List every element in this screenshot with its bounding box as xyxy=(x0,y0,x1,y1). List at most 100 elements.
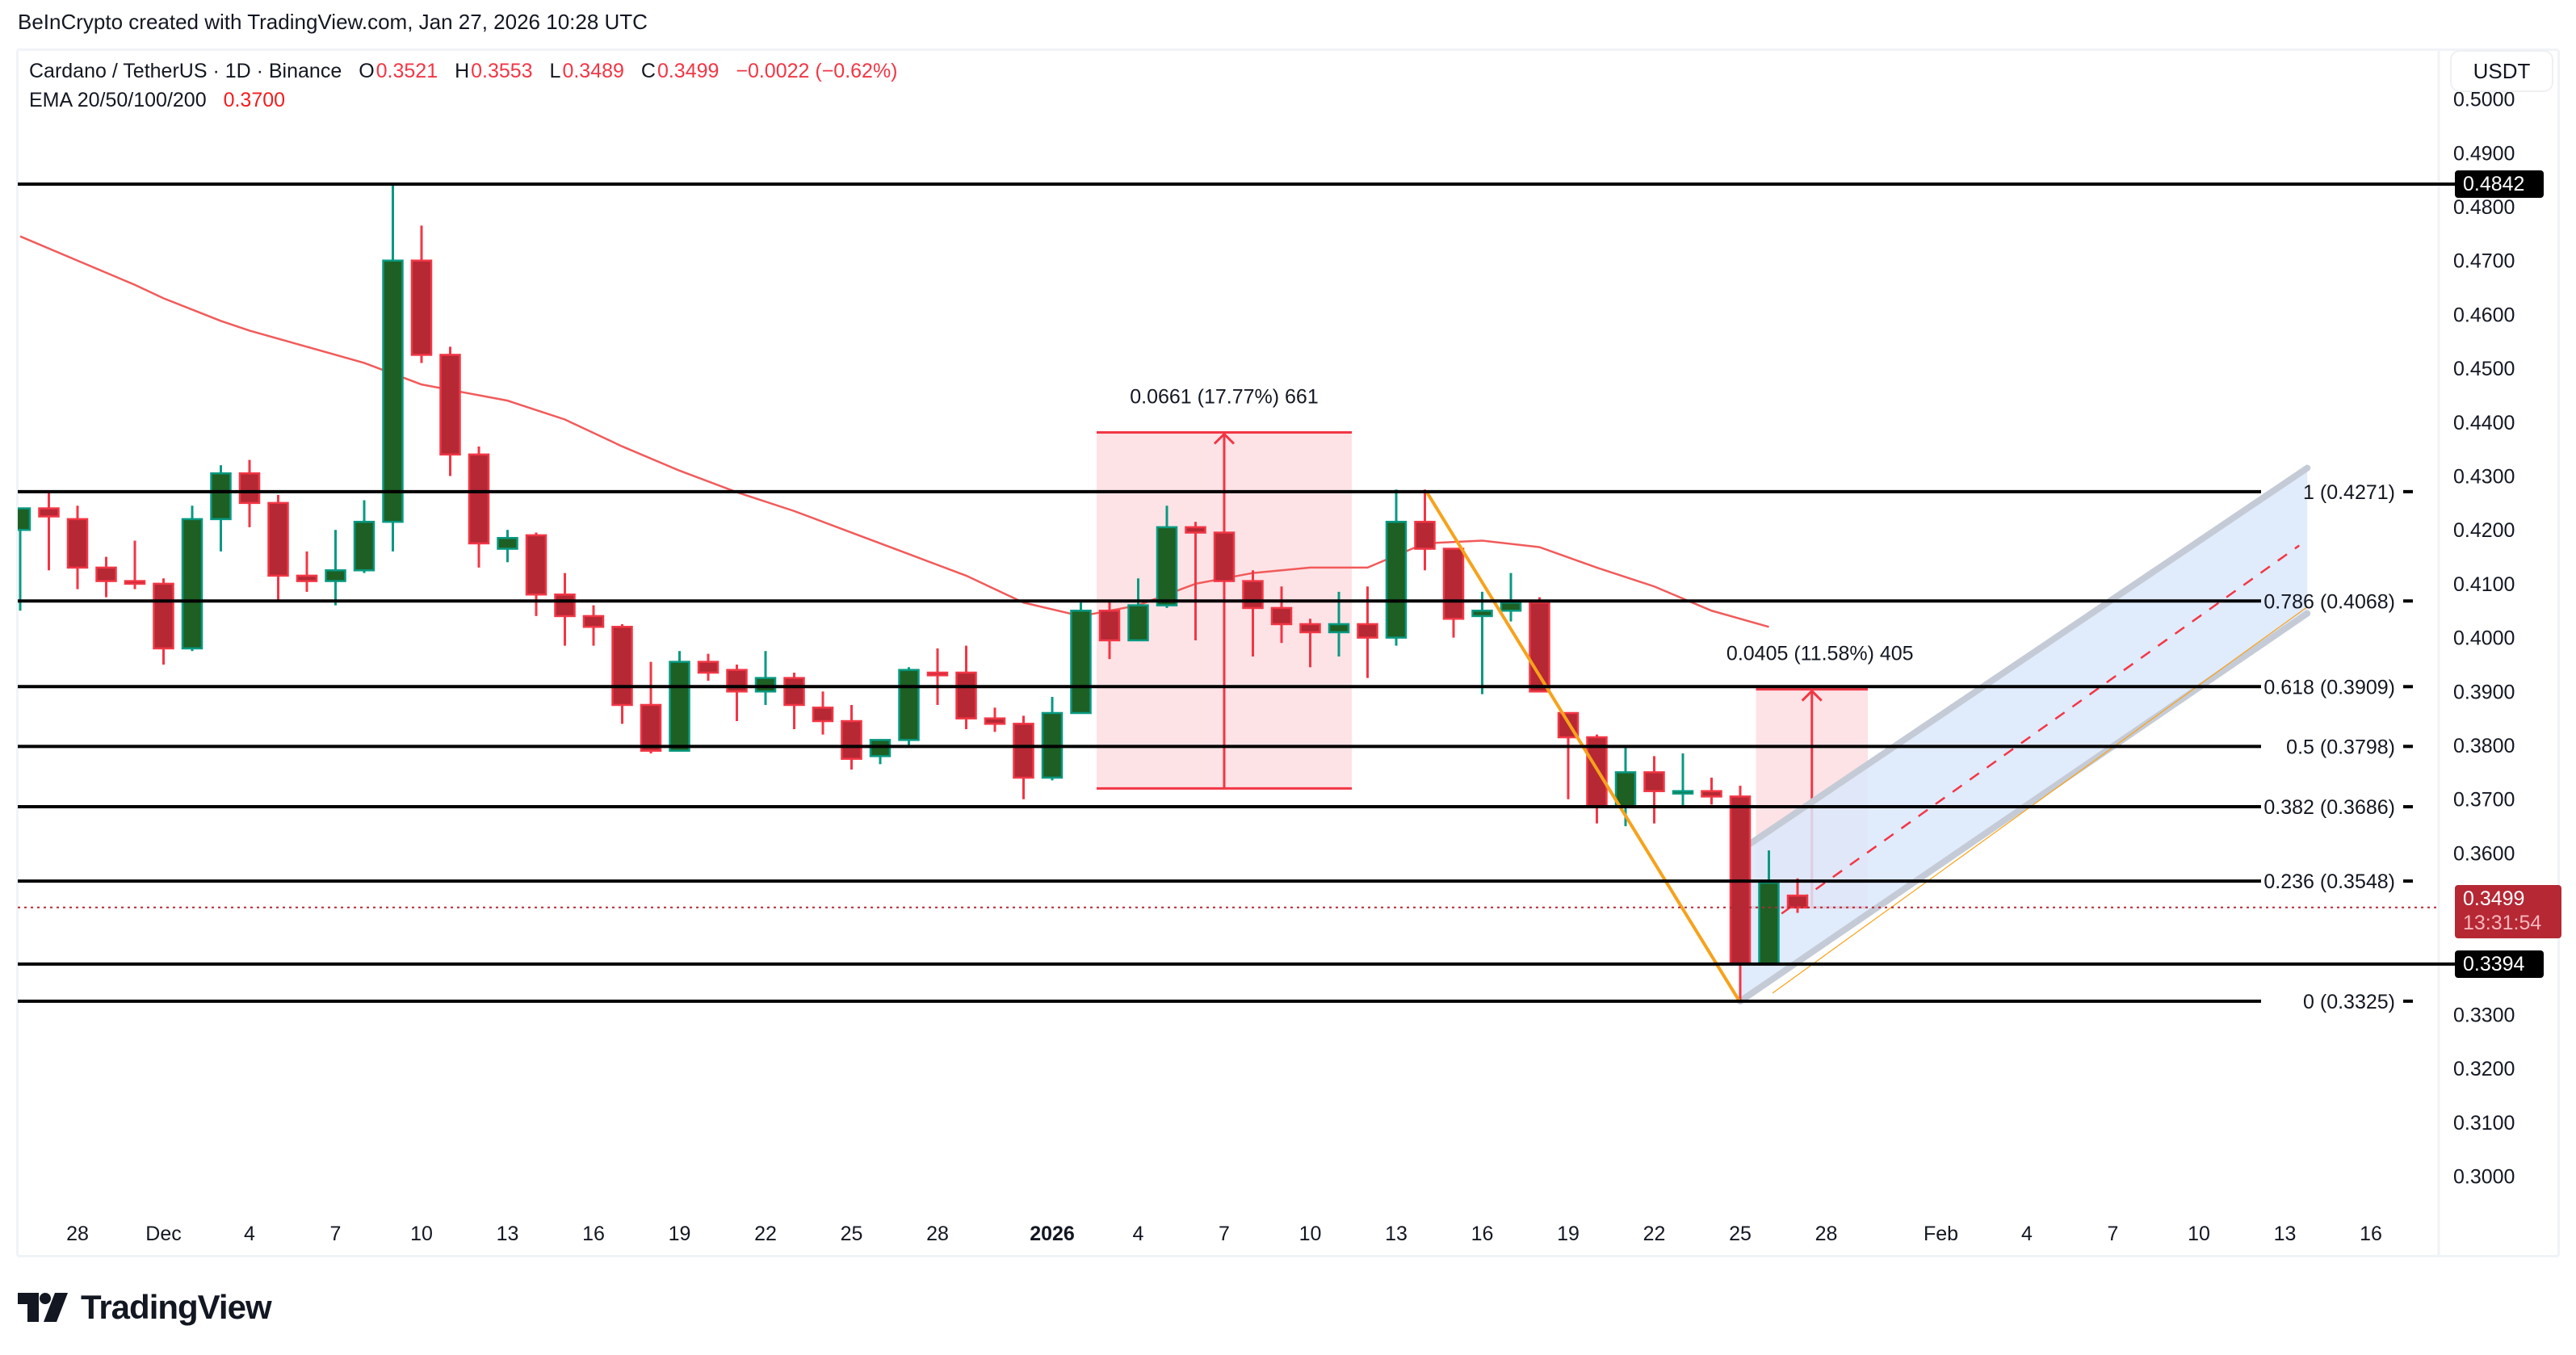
price-axis-tick: 0.4400 xyxy=(2453,412,2515,434)
currency-unit-button[interactable]: USDT xyxy=(2450,50,2553,92)
tradingview-logo-text: TradingView xyxy=(81,1288,272,1326)
open-label: O xyxy=(359,60,375,82)
candle-body xyxy=(153,582,174,650)
candle-body xyxy=(525,534,548,596)
candle[interactable] xyxy=(66,506,89,589)
candle[interactable] xyxy=(439,346,461,476)
candle[interactable] xyxy=(1299,619,1321,668)
ema-indicator-label[interactable]: EMA 20/50/100/200 xyxy=(29,89,207,111)
candle[interactable] xyxy=(10,507,31,611)
candle[interactable] xyxy=(640,661,662,754)
candle[interactable] xyxy=(697,653,720,681)
candle-body xyxy=(640,703,662,752)
candle[interactable] xyxy=(1098,599,1121,660)
candle[interactable] xyxy=(754,651,777,705)
candle-body xyxy=(812,707,834,723)
time-axis-label: 19 xyxy=(669,1223,691,1245)
candle[interactable] xyxy=(181,506,203,652)
candle[interactable] xyxy=(1013,715,1034,799)
candle[interactable] xyxy=(1328,591,1350,657)
tradingview-logo[interactable]: TradingView xyxy=(18,1288,272,1327)
fib-level-tick xyxy=(2403,599,2413,603)
candle[interactable] xyxy=(1643,756,1665,824)
candle[interactable] xyxy=(1270,586,1293,644)
candle[interactable] xyxy=(1242,570,1264,657)
fib-level-tick xyxy=(2403,489,2413,493)
candle-body xyxy=(955,671,977,719)
ema-line[interactable] xyxy=(19,235,1769,628)
candle-body xyxy=(66,518,89,569)
candle[interactable] xyxy=(869,739,892,765)
candle[interactable] xyxy=(124,540,146,589)
candle[interactable] xyxy=(1614,748,1637,827)
candle[interactable] xyxy=(410,225,433,363)
candle[interactable] xyxy=(1156,506,1178,608)
candle[interactable] xyxy=(525,532,548,616)
price-axis-tick: 0.5000 xyxy=(2453,89,2515,111)
candle[interactable] xyxy=(1414,489,1436,571)
current-price-value: 0.3499 xyxy=(2463,887,2525,910)
time-axis-label: 22 xyxy=(1643,1223,1666,1245)
candle[interactable] xyxy=(1070,602,1092,715)
candle[interactable] xyxy=(382,182,404,552)
candle-body xyxy=(1357,623,1378,639)
price-axis-tick: 0.4100 xyxy=(2453,573,2515,596)
candle-body xyxy=(38,507,60,518)
candle[interactable] xyxy=(1213,514,1236,600)
candle[interactable] xyxy=(1442,547,1465,638)
candle[interactable] xyxy=(1041,696,1064,781)
candle[interactable] xyxy=(1127,578,1149,642)
candle[interactable] xyxy=(95,556,117,598)
candle[interactable] xyxy=(812,691,834,735)
candle-body xyxy=(1442,547,1465,620)
candle[interactable] xyxy=(898,667,920,746)
candle[interactable] xyxy=(1471,591,1493,694)
time-axis-label: 22 xyxy=(754,1223,777,1245)
candle[interactable] xyxy=(353,500,375,573)
candle[interactable] xyxy=(267,494,289,600)
candle[interactable] xyxy=(1701,778,1722,805)
symbol-title[interactable]: Cardano / TetherUS · 1D · Binance xyxy=(29,60,342,82)
price-axis-tick: 0.3600 xyxy=(2453,842,2515,865)
candle[interactable] xyxy=(1500,573,1522,622)
candle[interactable] xyxy=(669,651,690,752)
candle[interactable] xyxy=(926,648,949,705)
resistance-price-tag: 0.4842 xyxy=(2455,170,2544,198)
candle[interactable] xyxy=(497,530,518,563)
candle-body xyxy=(1701,790,1722,798)
candle[interactable] xyxy=(1385,489,1408,646)
candle[interactable] xyxy=(783,672,805,730)
candle-body xyxy=(1385,520,1408,639)
candle[interactable] xyxy=(296,551,318,592)
price-axis-tick: 0.3200 xyxy=(2453,1058,2515,1080)
candle[interactable] xyxy=(325,530,346,606)
candle-body xyxy=(669,661,690,752)
fib-level-label: 0.5 (0.3798) xyxy=(2286,736,2395,758)
candle[interactable] xyxy=(841,704,862,770)
candle[interactable] xyxy=(554,573,576,646)
candle[interactable] xyxy=(582,605,605,646)
candle[interactable] xyxy=(238,459,261,527)
candle[interactable] xyxy=(984,707,1006,732)
candle[interactable] xyxy=(468,446,490,568)
ema-row: EMA 20/50/100/200 0.3700 xyxy=(29,86,909,115)
candle[interactable] xyxy=(38,492,60,571)
candle-body xyxy=(1242,580,1264,610)
fib-level-label: 0 (0.3325) xyxy=(2303,991,2395,1013)
candle[interactable] xyxy=(1672,753,1694,808)
price-axis-tick: 0.4800 xyxy=(2453,196,2515,219)
time-axis-label: 10 xyxy=(1299,1223,1322,1245)
candle[interactable] xyxy=(1786,878,1809,913)
time-axis-label: 28 xyxy=(66,1223,89,1245)
candle[interactable] xyxy=(1185,522,1206,640)
candle[interactable] xyxy=(153,578,174,665)
high-label: H xyxy=(455,60,470,82)
candle[interactable] xyxy=(210,465,232,552)
candle[interactable] xyxy=(726,664,748,721)
current-price-tag: 0.3499 13:31:54 xyxy=(2455,884,2561,938)
candle[interactable] xyxy=(611,623,633,724)
time-axis-label: 4 xyxy=(244,1223,255,1245)
time-axis-label: 7 xyxy=(330,1223,342,1245)
candle[interactable] xyxy=(1557,711,1580,799)
